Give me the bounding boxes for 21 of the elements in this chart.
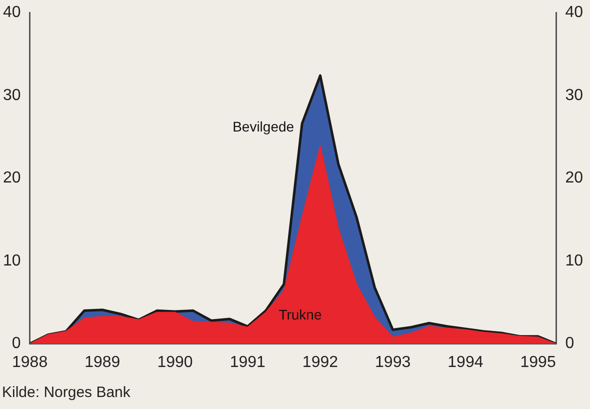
x-tick-label: 1995 [520, 354, 556, 371]
series-label: Bevilgede [232, 118, 294, 134]
y-tick-label: 40 [3, 4, 21, 22]
y2-tick-label: 30 [565, 86, 584, 104]
y-tick-label: 10 [3, 252, 21, 270]
y-tick-label: 30 [3, 86, 21, 104]
x-tick-label: 1989 [84, 354, 120, 371]
x-tick-label: 1990 [157, 354, 193, 371]
y2-tick-label: 10 [565, 252, 584, 270]
y-tick-label: 20 [3, 170, 21, 187]
x-tick-label: 1992 [302, 354, 338, 371]
y-tick-label: 0 [12, 335, 21, 352]
y2-tick-label: 20 [565, 170, 584, 187]
x-tick-label: 1988 [12, 354, 48, 371]
y2-tick-label: 40 [565, 4, 584, 22]
y2-tick-label: 0 [565, 335, 574, 352]
x-tick-label: 1994 [448, 354, 484, 371]
series-label: Trukne [278, 306, 322, 323]
x-tick-label: 1991 [230, 354, 266, 371]
x-tick-label: 1993 [375, 354, 411, 371]
text: Kilde: Norges Bank [2, 384, 130, 401]
